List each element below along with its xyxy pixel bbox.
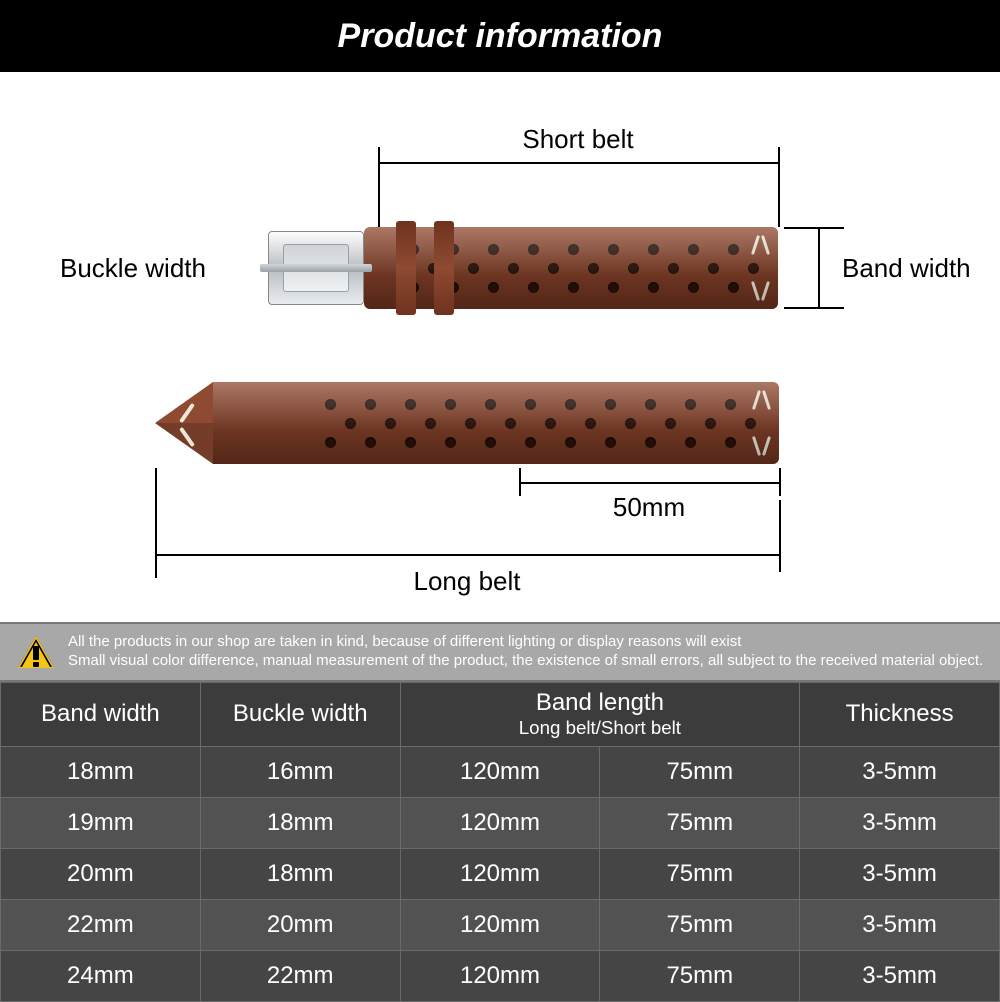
table-row: 19mm18mm120mm75mm3-5mm (1, 798, 1000, 849)
table-cell: 120mm (400, 900, 600, 951)
table-cell: 22mm (200, 951, 400, 1002)
table-cell: 3-5mm (800, 849, 1000, 900)
table-row: 18mm16mm120mm75mm3-5mm (1, 747, 1000, 798)
table-header: Buckle width (200, 683, 400, 747)
dim-label: Short belt (522, 124, 633, 155)
table-cell: 18mm (200, 798, 400, 849)
long-strap (213, 382, 779, 464)
disclaimer-text: All the products in our shop are taken i… (68, 633, 983, 671)
table-cell: 120mm (400, 747, 600, 798)
table-cell: 3-5mm (800, 900, 1000, 951)
page-title-bar: Product information (0, 0, 1000, 72)
table-cell: 18mm (1, 747, 201, 798)
table-cell: 18mm (200, 849, 400, 900)
table-cell: 120mm (400, 849, 600, 900)
table-cell: 75mm (600, 747, 800, 798)
dim-label: Buckle width (60, 253, 206, 284)
table-header: Thickness (800, 683, 1000, 747)
dim-label: Band width (842, 253, 971, 284)
table-cell: 24mm (1, 951, 201, 1002)
dim-label: Long belt (414, 566, 521, 597)
table-cell: 3-5mm (800, 747, 1000, 798)
table-cell: 22mm (1, 900, 201, 951)
table-cell: 75mm (600, 798, 800, 849)
table-cell: 20mm (1, 849, 201, 900)
dimension-diagram: Short belt Buckle width Band width 50mm Long… (0, 72, 1000, 622)
table-row: 24mm22mm120mm75mm3-5mm (1, 951, 1000, 1002)
table-row: 20mm18mm120mm75mm3-5mm (1, 849, 1000, 900)
disclaimer-line-2: Small visual color difference, manual me… (68, 652, 983, 671)
table-cell: 3-5mm (800, 798, 1000, 849)
table-header: Band lengthLong belt/Short belt (400, 683, 800, 747)
disclaimer-bar: All the products in our shop are taken i… (0, 622, 1000, 682)
disclaimer-line-1: All the products in our shop are taken i… (68, 633, 983, 652)
table-cell: 120mm (400, 798, 600, 849)
table-row: 22mm20mm120mm75mm3-5mm (1, 900, 1000, 951)
table-cell: 3-5mm (800, 951, 1000, 1002)
table-cell: 16mm (200, 747, 400, 798)
short-strap (364, 227, 778, 309)
table-cell: 19mm (1, 798, 201, 849)
spec-table: Band widthBuckle widthBand lengthLong be… (0, 682, 1000, 1002)
table-cell: 120mm (400, 951, 600, 1002)
table-cell: 20mm (200, 900, 400, 951)
table-header: Band width (1, 683, 201, 747)
dim-label: 50mm (613, 492, 685, 523)
warning-icon (18, 636, 54, 668)
table-cell: 75mm (600, 849, 800, 900)
page-title: Product information (338, 17, 663, 55)
table-cell: 75mm (600, 951, 800, 1002)
table-cell: 75mm (600, 900, 800, 951)
